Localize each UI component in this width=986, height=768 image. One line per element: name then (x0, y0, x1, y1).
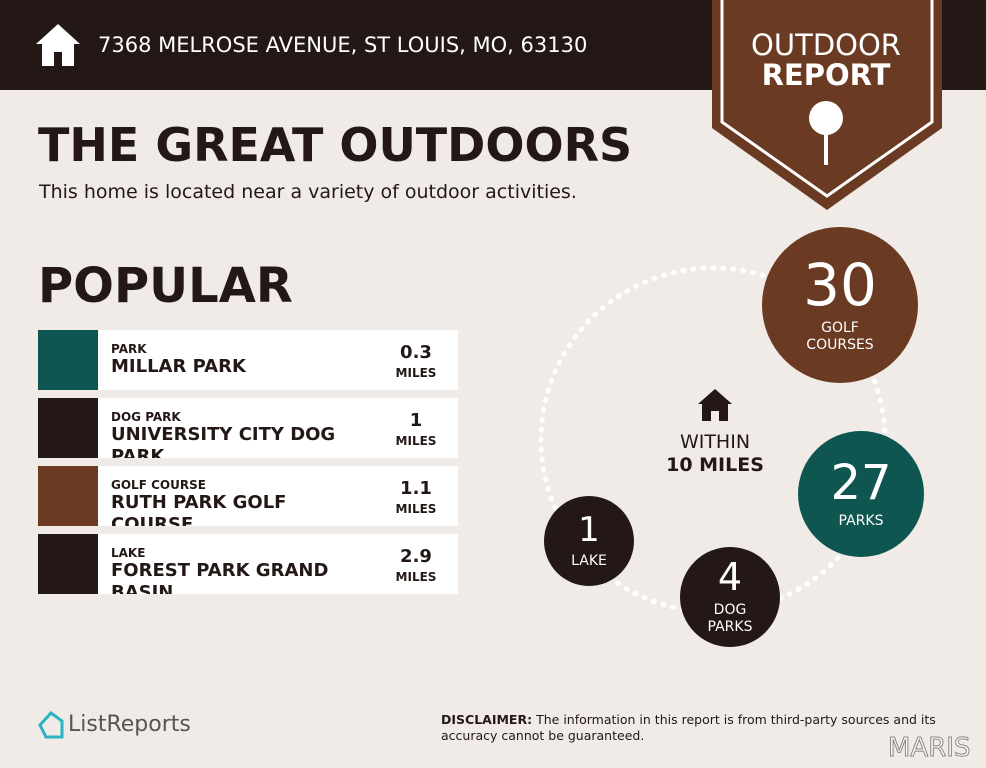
row-unit: MILES (395, 434, 437, 448)
count-value: 27 (830, 454, 892, 511)
home-icon-small (698, 389, 732, 421)
row-unit: MILES (395, 570, 437, 584)
count-value: 1 (578, 509, 600, 550)
row-icon (38, 466, 98, 526)
disclaimer-text: The information in this report is from t… (441, 712, 936, 743)
subtitle: This home is located near a variety of o… (39, 181, 577, 203)
count-circle: 1 LAKE (544, 496, 634, 586)
row-name: RUTH PARK GOLF COURSE (111, 492, 287, 526)
popular-row: DOG PARK UNIVERSITY CITY DOG PARK 1 MILES (38, 398, 458, 458)
popular-row: PARK MILLAR PARK 0.3 MILES (38, 330, 458, 390)
count-circle: 30 GOLF COURSES (762, 227, 918, 383)
home-icon (36, 24, 80, 66)
count-label: DOG PARKS (707, 602, 753, 635)
row-icon (38, 534, 98, 594)
watermark: MARIS (887, 733, 971, 764)
row-distance: 2.9 (400, 546, 432, 567)
badge-line1: OUTDOOR (751, 28, 901, 62)
count-label: GOLF COURSES (806, 320, 874, 353)
row-distance: 1.1 (400, 478, 432, 499)
popular-row: GOLF COURSE RUTH PARK GOLF COURSE 1.1 MILES (38, 466, 458, 526)
row-category: DOG PARK (111, 410, 181, 424)
disclaimer-label: DISCLAIMER: (441, 712, 533, 727)
row-icon (38, 398, 98, 458)
brand-logo (38, 711, 64, 739)
within: WITHIN (679, 431, 751, 453)
row-name: UNIVERSITY CITY DOG PARK (111, 424, 336, 458)
radius: 10 MILES (666, 454, 764, 476)
popular-heading: POPULAR (38, 258, 293, 314)
count-label: PARKS (838, 512, 884, 529)
popular-row: LAKE FOREST PARK GRAND BASIN 2.9 MILES (38, 534, 458, 594)
row-name: MILLAR PARK (111, 356, 246, 377)
badge-line2: REPORT (761, 58, 891, 92)
row-icon (38, 330, 98, 390)
row-category: LAKE (111, 546, 146, 560)
row-distance: 1 (409, 410, 423, 431)
row-category: PARK (111, 342, 147, 356)
row-category: GOLF COURSE (111, 478, 206, 492)
row-unit: MILES (395, 502, 437, 516)
count-value: 30 (803, 251, 877, 319)
count-circle: 4 DOG PARKS (680, 547, 780, 647)
badge (712, 0, 942, 210)
row-distance: 0.3 (400, 342, 432, 363)
row-unit: MILES (395, 366, 437, 380)
count-value: 4 (717, 555, 743, 599)
address: 7368 MELROSE AVENUE, ST LOUIS, MO, 63130 (98, 33, 588, 57)
disclaimer: DISCLAIMER: The information in this repo… (441, 712, 961, 744)
count-label: LAKE (571, 552, 607, 569)
brand: ListReports (68, 712, 191, 737)
title: THE GREAT OUTDOORS (38, 118, 633, 172)
row-name: FOREST PARK GRAND BASIN (111, 560, 329, 594)
count-circle: 27 PARKS (798, 431, 924, 557)
